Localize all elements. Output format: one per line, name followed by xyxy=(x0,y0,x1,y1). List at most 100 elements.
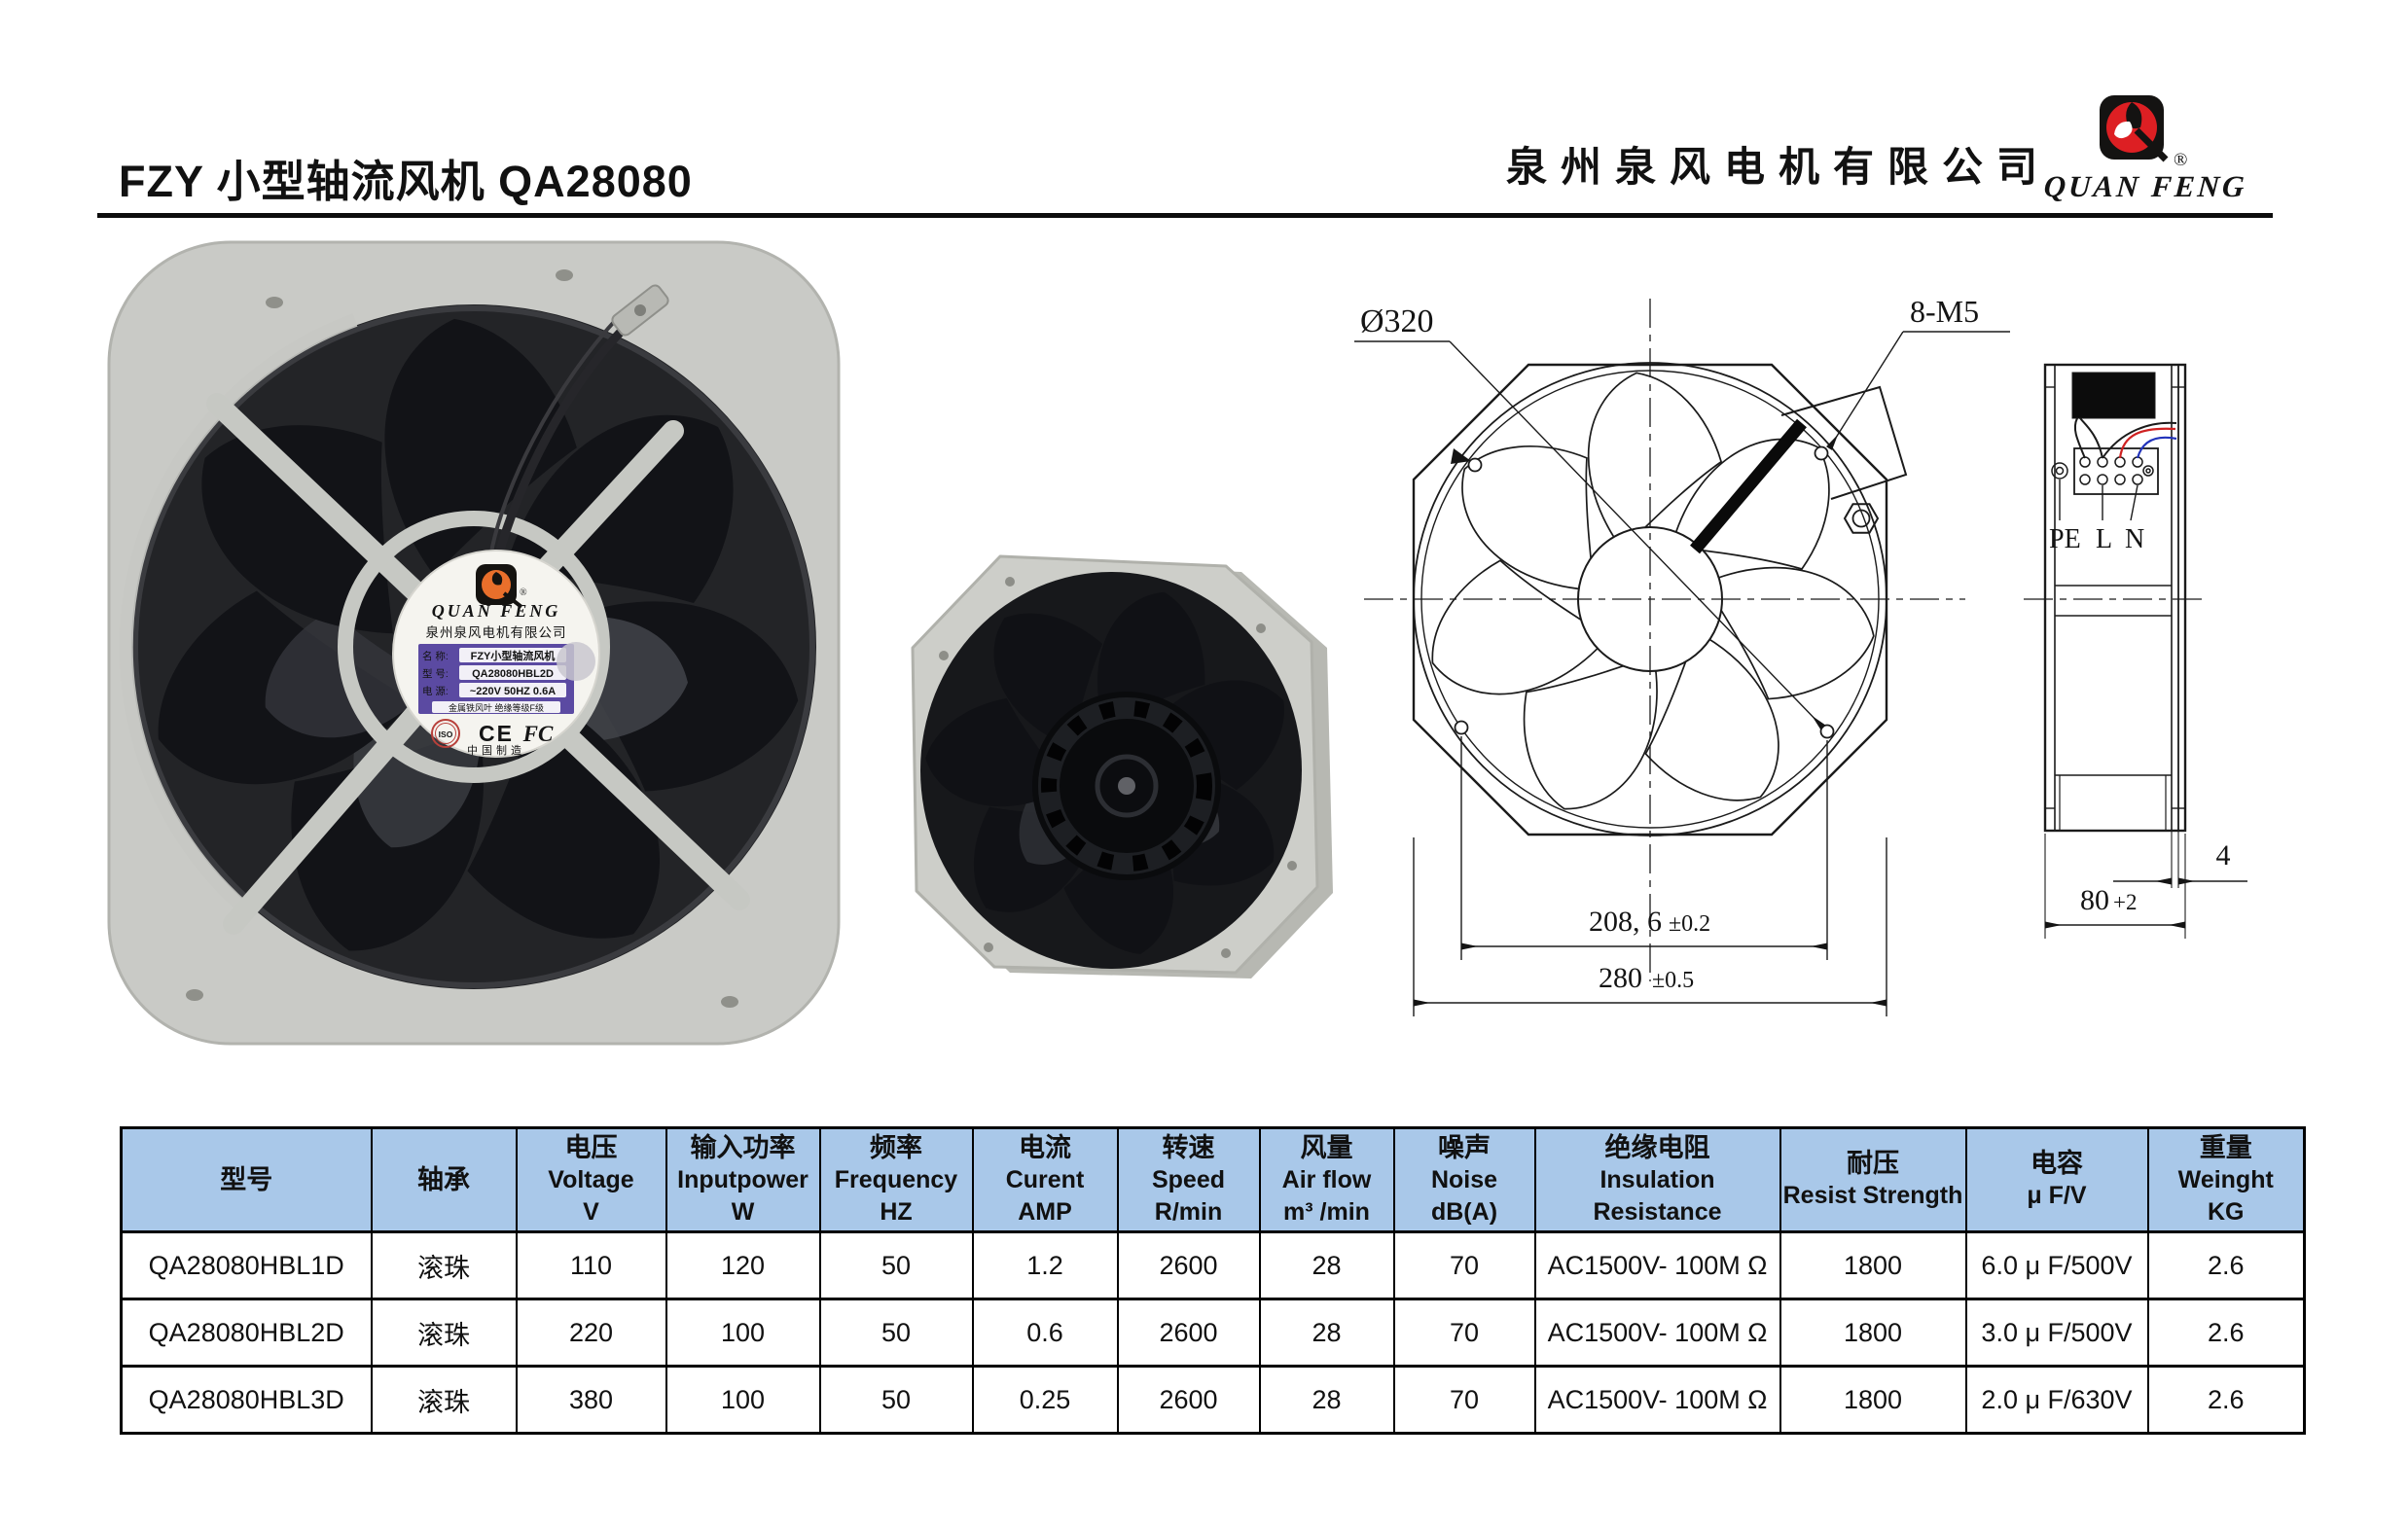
cell-frequency: 50 xyxy=(818,1230,974,1300)
col-weight: 重量 Weinght KG xyxy=(2146,1126,2306,1233)
frame-hole xyxy=(186,989,203,1001)
ce-mark: CE xyxy=(479,721,514,746)
fan-label-sticker: ® QUAN FENG 泉州泉风电机有限公司 名 称: FZY小型轴流风机 型 … xyxy=(392,550,600,758)
frame-hole xyxy=(556,269,573,281)
col-insulation: 绝缘电阻 Insulation Resistance xyxy=(1533,1126,1781,1233)
centerlines xyxy=(1364,299,1965,981)
cell-weight: 2.6 xyxy=(2146,1230,2306,1300)
frame-hole xyxy=(266,297,283,308)
frame-hole xyxy=(721,996,738,1008)
header-divider xyxy=(97,213,2273,218)
cell-weight: 2.6 xyxy=(2146,1298,2306,1368)
cell-current: 0.25 xyxy=(971,1365,1119,1435)
col-airflow: 风量 Air flow m³ /min xyxy=(1258,1126,1395,1233)
cell-resist: 1800 xyxy=(1779,1230,1967,1300)
cell-current: 0.6 xyxy=(971,1298,1119,1368)
cell-model: QA28080HBL2D xyxy=(120,1298,373,1368)
cell-voltage: 220 xyxy=(515,1298,667,1368)
motor-hub xyxy=(1032,692,1221,880)
dim-outer-tol: ±0.5 xyxy=(1652,968,1694,993)
fan-photo-rear xyxy=(905,545,1333,1012)
screw xyxy=(1256,623,1266,633)
cell-noise: 70 xyxy=(1392,1230,1536,1300)
cell-insulation: AC1500V- 100M Ω xyxy=(1533,1230,1781,1300)
cell-capacitor: 3.0 μ F/500V xyxy=(1964,1298,2149,1368)
sticker-row-label: 名 称: xyxy=(422,650,449,662)
cell-insulation: AC1500V- 100M Ω xyxy=(1533,1365,1781,1435)
technical-drawing-svg: Ø320 8-M5 208, 6 ±0.2 280 ±0.5 xyxy=(1354,294,2247,1016)
guard-ring-outer xyxy=(119,313,358,919)
table-row: QA28080HBL1D 滚珠 110 120 50 1.2 2600 28 7… xyxy=(120,1230,2306,1300)
cell-inputpower: 100 xyxy=(665,1298,821,1368)
sticker-row-value: FZY小型轴流风机 xyxy=(471,649,556,662)
cell-airflow: 28 xyxy=(1258,1365,1395,1435)
wire-clamp xyxy=(611,284,669,337)
sticker-row-label: 型 号: xyxy=(422,667,449,680)
dim-outer-label: 280 xyxy=(1599,962,1642,994)
page-title: FZY 小型轴流风机 QA28080 xyxy=(119,157,693,206)
cell-current: 1.2 xyxy=(971,1230,1119,1300)
power-wire xyxy=(493,314,638,559)
cell-weight: 2.6 xyxy=(2146,1365,2306,1435)
col-frequency: 频率 Frequency HZ xyxy=(818,1126,974,1233)
terminal-holes xyxy=(2051,456,2154,485)
terminal-n-label: N xyxy=(2125,524,2144,554)
fan-photo-front: ® QUAN FENG 泉州泉风电机有限公司 名 称: FZY小型轴流风机 型 … xyxy=(58,229,885,1060)
dim-lip-label: 4 xyxy=(2216,839,2231,872)
logo-text: QUAN FENG xyxy=(2043,169,2248,203)
dim-inner-label: 208, 6 xyxy=(1589,906,1662,938)
blade-accent xyxy=(1690,418,1807,554)
cell-noise: 70 xyxy=(1392,1365,1536,1435)
terminal-block xyxy=(2073,447,2159,495)
logo-fan-blade-white xyxy=(2114,121,2133,139)
dim-depth-label: 80 xyxy=(2080,884,2109,916)
technical-drawing: Ø320 8-M5 208, 6 ±0.2 280 ±0.5 xyxy=(1352,258,2408,1046)
table-row: QA28080HBL3D 滚珠 380 100 50 0.25 2600 28 … xyxy=(120,1365,2306,1435)
quanfeng-logo-icon: ® QUAN FENG xyxy=(2043,95,2248,203)
cell-resist: 1800 xyxy=(1779,1298,1967,1368)
logo-registered: ® xyxy=(2174,150,2187,170)
cell-airflow: 28 xyxy=(1258,1230,1395,1300)
col-bearing: 轴承 xyxy=(370,1126,518,1233)
quanfeng-logo: ® QUAN FENG xyxy=(2043,88,2306,214)
wire-blue xyxy=(2136,436,2177,459)
cell-airflow: 28 xyxy=(1258,1298,1395,1368)
terminal-l-label: L xyxy=(2096,524,2112,554)
sticker-company: 泉州泉风电机有限公司 xyxy=(426,624,567,640)
wire-red xyxy=(2118,427,2176,459)
hub-center xyxy=(1118,777,1135,795)
fcc-mark: FC xyxy=(522,722,554,746)
dim-inner-tol: ±0.2 xyxy=(1669,911,1710,937)
col-resist: 耐压 Resist Strength xyxy=(1779,1126,1967,1233)
cell-model: QA28080HBL1D xyxy=(120,1230,373,1300)
wire-black xyxy=(2079,417,2103,459)
mount-hole xyxy=(1467,457,1483,473)
screw xyxy=(939,651,949,660)
terminal-pe-label: PE xyxy=(2049,524,2081,554)
cell-speed: 2600 xyxy=(1116,1298,1261,1368)
cell-capacitor: 2.0 μ F/630V xyxy=(1964,1365,2149,1435)
cell-frequency: 50 xyxy=(818,1365,974,1435)
front-view xyxy=(1354,299,2010,1016)
cell-bearing: 滚珠 xyxy=(370,1298,518,1368)
mount-hole xyxy=(1814,445,1829,461)
cell-speed: 2600 xyxy=(1116,1230,1261,1300)
col-inputpower: 输入功率 Inputpower W xyxy=(665,1126,821,1233)
company-name: 泉州泉风电机有限公司 xyxy=(1506,144,2052,190)
col-current: 电流 Curent AMP xyxy=(971,1126,1119,1233)
cell-capacitor: 6.0 μ F/500V xyxy=(1964,1230,2149,1300)
side-view xyxy=(2024,363,2247,939)
col-speed: 转速 Speed R/min xyxy=(1116,1126,1261,1233)
dim-dia-label: Ø320 xyxy=(1360,303,1434,339)
front-dimensions xyxy=(1413,736,1887,1016)
dim-holes-label: 8-M5 xyxy=(1910,294,1979,329)
col-voltage: 电压 Voltage V xyxy=(515,1126,667,1233)
cell-frequency: 50 xyxy=(818,1298,974,1368)
col-model: 型号 xyxy=(120,1126,373,1233)
power-wire-2 xyxy=(488,310,625,558)
sticker-logo-tail xyxy=(502,591,523,609)
cell-insulation: AC1500V- 100M Ω xyxy=(1533,1298,1781,1368)
iso-stamp-text: ISO xyxy=(439,729,453,739)
fan-photo-rear-svg xyxy=(911,554,1333,978)
wire-black xyxy=(2102,421,2177,459)
